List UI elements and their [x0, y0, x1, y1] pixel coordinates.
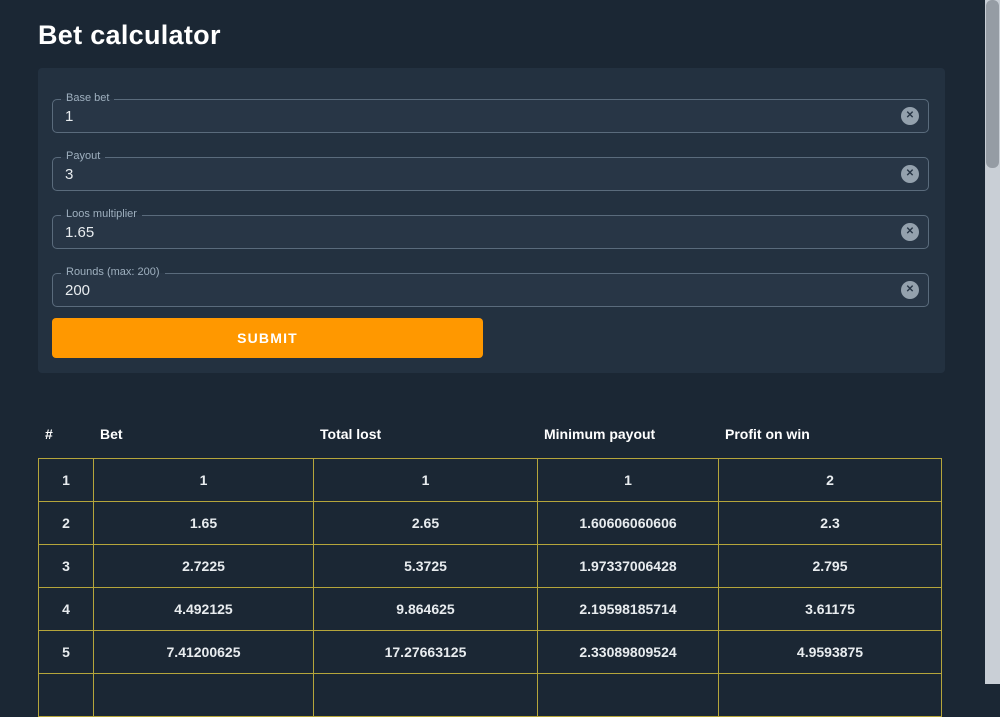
close-icon: ✕: [905, 284, 915, 295]
table-row: 5 7.41200625 17.27663125 2.33089809524 4…: [38, 630, 942, 674]
close-icon: ✕: [905, 226, 915, 237]
table-cell: 2.19598185714: [537, 587, 719, 631]
rounds-label: Rounds (max: 200): [61, 266, 165, 279]
table-cell: 2.7225: [93, 544, 314, 588]
table-cell: 1: [93, 458, 314, 502]
table-header-cell: Minimum payout: [544, 426, 656, 442]
close-icon: ✕: [905, 168, 915, 179]
table-row: 1 1 1 1 2: [38, 458, 942, 502]
rounds-clear-button[interactable]: ✕: [901, 281, 919, 299]
loss-multiplier-input[interactable]: [52, 215, 929, 249]
table-cell: 1: [313, 458, 538, 502]
rounds-field: Rounds (max: 200) ✕: [52, 266, 929, 307]
table-cell: 1: [38, 458, 94, 502]
table-cell: 2.65: [313, 501, 538, 545]
table-cell: 4.9593875: [718, 630, 942, 674]
table-cell: 17.27663125: [313, 630, 538, 674]
table-cell: 1: [537, 458, 719, 502]
table-cell: [313, 673, 538, 717]
table-cell: [537, 673, 719, 717]
base-bet-field: Base bet ✕: [52, 92, 929, 133]
close-icon: ✕: [905, 110, 915, 121]
loss-multiplier-label: Loos multiplier: [61, 208, 142, 221]
table-row: 4 4.492125 9.864625 2.19598185714 3.6117…: [38, 587, 942, 631]
table-cell: 4.492125: [93, 587, 314, 631]
table-row-partial: [38, 673, 942, 717]
payout-label: Payout: [61, 150, 106, 163]
payout-input[interactable]: [52, 157, 929, 191]
scrollbar-track[interactable]: [985, 0, 1000, 684]
loss-multiplier-clear-button[interactable]: ✕: [901, 223, 919, 241]
table-cell: [718, 673, 942, 717]
submit-button[interactable]: SUBMIT: [52, 318, 483, 358]
table-cell: 3.61175: [718, 587, 942, 631]
table-cell: 1.65: [93, 501, 314, 545]
scrollbar-thumb[interactable]: [986, 0, 999, 168]
table-cell: 2: [718, 458, 942, 502]
base-bet-clear-button[interactable]: ✕: [901, 107, 919, 125]
table-cell: 7.41200625: [93, 630, 314, 674]
table-header-cell: Total lost: [320, 426, 382, 442]
table-cell: 3: [38, 544, 94, 588]
table-cell: 4: [38, 587, 94, 631]
table-row: 3 2.7225 5.3725 1.97337006428 2.795: [38, 544, 942, 588]
loss-multiplier-field: Loos multiplier ✕: [52, 208, 929, 249]
table-cell: [93, 673, 314, 717]
table-cell: 5.3725: [313, 544, 538, 588]
base-bet-input[interactable]: [52, 99, 929, 133]
table-cell: 2.3: [718, 501, 942, 545]
payout-field: Payout ✕: [52, 150, 929, 191]
table-header: # Bet Total lost Minimum payout Profit o…: [38, 426, 941, 448]
payout-clear-button[interactable]: ✕: [901, 165, 919, 183]
table-cell: 5: [38, 630, 94, 674]
table-cell: 1.97337006428: [537, 544, 719, 588]
table-cell: [38, 673, 94, 717]
rounds-input[interactable]: [52, 273, 929, 307]
table-row: 2 1.65 2.65 1.60606060606 2.3: [38, 501, 942, 545]
table-cell: 2: [38, 501, 94, 545]
table-header-cell: Bet: [100, 426, 123, 442]
base-bet-label: Base bet: [61, 92, 115, 105]
bet-form-card: Base bet ✕ Payout ✕ Loos multiplier ✕ Ro…: [38, 68, 945, 373]
table-cell: 1.60606060606: [537, 501, 719, 545]
table-cell: 2.795: [718, 544, 942, 588]
table-cell: 9.864625: [313, 587, 538, 631]
results-table: 1 1 1 1 2 2 1.65 2.65 1.60606060606 2.3 …: [38, 458, 942, 717]
page-title: Bet calculator: [38, 20, 221, 50]
table-cell: 2.33089809524: [537, 630, 719, 674]
table-header-cell: #: [45, 426, 53, 442]
table-header-cell: Profit on win: [725, 426, 810, 442]
